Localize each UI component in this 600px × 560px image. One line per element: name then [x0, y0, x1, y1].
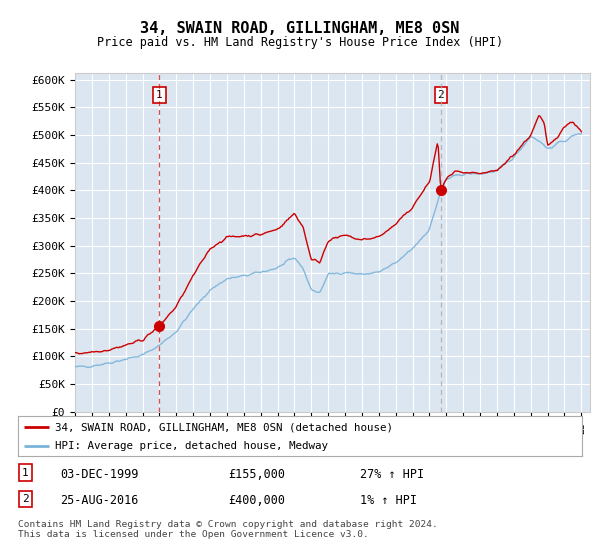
Text: 25-AUG-2016: 25-AUG-2016	[60, 494, 139, 507]
Text: Contains HM Land Registry data © Crown copyright and database right 2024.
This d: Contains HM Land Registry data © Crown c…	[18, 520, 438, 539]
Text: 1: 1	[22, 468, 29, 478]
Text: 2: 2	[437, 90, 444, 100]
Text: 34, SWAIN ROAD, GILLINGHAM, ME8 0SN: 34, SWAIN ROAD, GILLINGHAM, ME8 0SN	[140, 21, 460, 36]
Text: 1: 1	[156, 90, 163, 100]
Text: 03-DEC-1999: 03-DEC-1999	[60, 468, 139, 480]
Text: 27% ↑ HPI: 27% ↑ HPI	[360, 468, 424, 480]
Text: £155,000: £155,000	[228, 468, 285, 480]
Text: Price paid vs. HM Land Registry's House Price Index (HPI): Price paid vs. HM Land Registry's House …	[97, 36, 503, 49]
Text: HPI: Average price, detached house, Medway: HPI: Average price, detached house, Medw…	[55, 441, 328, 451]
Text: 34, SWAIN ROAD, GILLINGHAM, ME8 0SN (detached house): 34, SWAIN ROAD, GILLINGHAM, ME8 0SN (det…	[55, 422, 392, 432]
Text: 2: 2	[22, 494, 29, 504]
Text: £400,000: £400,000	[228, 494, 285, 507]
Text: 1% ↑ HPI: 1% ↑ HPI	[360, 494, 417, 507]
